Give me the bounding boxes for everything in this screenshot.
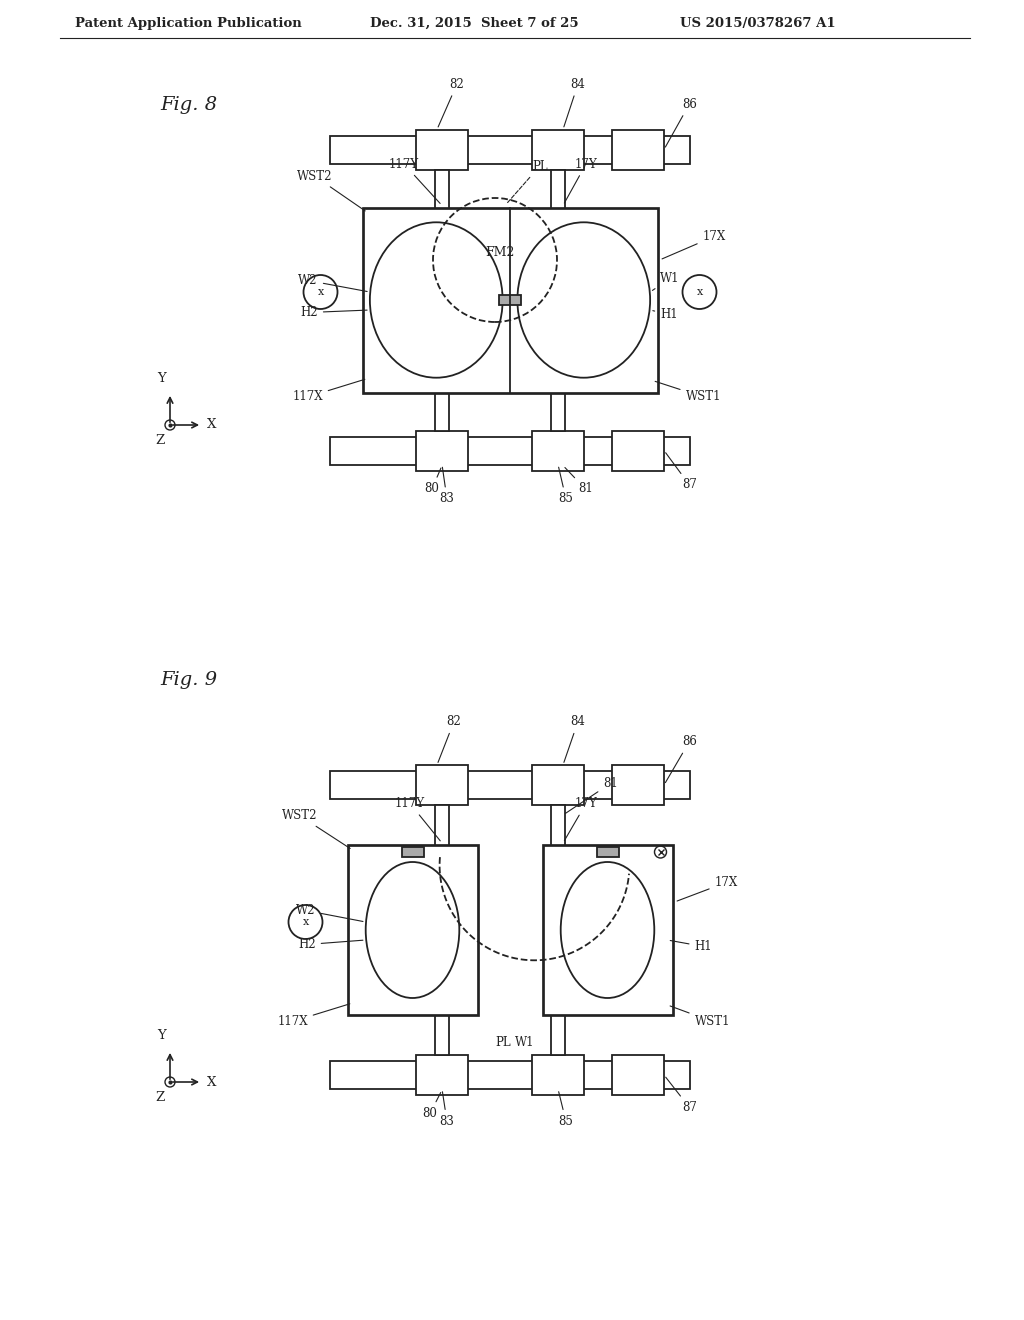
Text: 17Y: 17Y <box>564 797 597 841</box>
Text: WST2: WST2 <box>297 169 366 211</box>
Ellipse shape <box>370 222 503 378</box>
Ellipse shape <box>517 222 650 378</box>
Bar <box>330 437 690 465</box>
Text: US 2015/0378267 A1: US 2015/0378267 A1 <box>680 16 836 29</box>
Bar <box>612 1055 664 1096</box>
Bar <box>416 129 468 169</box>
Text: W2: W2 <box>298 275 368 292</box>
Bar <box>612 430 664 470</box>
Bar <box>330 771 690 799</box>
Text: Fig. 9: Fig. 9 <box>160 671 217 689</box>
Text: 82: 82 <box>438 715 462 763</box>
Bar <box>416 766 468 805</box>
Text: H2: H2 <box>298 939 362 950</box>
Bar <box>416 430 468 470</box>
Bar <box>532 1055 584 1096</box>
Text: PL: PL <box>507 160 548 203</box>
Bar <box>532 766 584 805</box>
Bar <box>551 169 565 430</box>
Text: 117X: 117X <box>292 379 365 404</box>
Text: Fig. 8: Fig. 8 <box>160 96 217 114</box>
Text: Y: Y <box>158 372 166 385</box>
Text: 80: 80 <box>425 469 441 495</box>
Text: X: X <box>207 418 216 432</box>
Text: Y: Y <box>158 1030 166 1041</box>
Bar <box>612 129 664 169</box>
Text: Z: Z <box>156 434 165 447</box>
Text: 85: 85 <box>558 1092 573 1129</box>
Bar <box>362 207 657 392</box>
Bar <box>597 847 618 857</box>
Text: W1: W1 <box>652 272 680 290</box>
Text: 87: 87 <box>666 1077 697 1114</box>
Text: H1: H1 <box>671 940 712 953</box>
Text: WST2: WST2 <box>282 809 350 849</box>
Text: 81: 81 <box>565 467 593 495</box>
Text: 17X: 17X <box>677 876 737 902</box>
Text: 17X: 17X <box>663 230 726 259</box>
Text: W1: W1 <box>515 1036 535 1049</box>
Text: 81: 81 <box>565 777 617 813</box>
Text: 86: 86 <box>666 98 697 147</box>
Bar <box>435 805 449 1055</box>
Text: 80: 80 <box>423 1093 440 1119</box>
Text: Z: Z <box>156 1092 165 1104</box>
Text: 117X: 117X <box>278 1003 350 1028</box>
Bar <box>330 136 690 164</box>
Text: 84: 84 <box>564 78 586 127</box>
Bar <box>347 845 477 1015</box>
Text: H1: H1 <box>653 308 678 321</box>
Bar <box>416 1055 468 1096</box>
Bar <box>532 129 584 169</box>
Bar <box>532 430 584 470</box>
Text: X: X <box>207 1076 216 1089</box>
Text: H2: H2 <box>300 306 367 319</box>
Text: 82: 82 <box>438 78 464 127</box>
Text: Patent Application Publication: Patent Application Publication <box>75 16 302 29</box>
Text: x: x <box>696 286 702 297</box>
Text: 117Y: 117Y <box>389 157 440 203</box>
Text: Dec. 31, 2015  Sheet 7 of 25: Dec. 31, 2015 Sheet 7 of 25 <box>370 16 579 29</box>
Text: x: x <box>317 286 324 297</box>
Bar <box>401 847 424 857</box>
Bar <box>612 766 664 805</box>
Ellipse shape <box>366 862 460 998</box>
Text: FM2: FM2 <box>485 246 515 259</box>
Bar <box>330 1061 690 1089</box>
Ellipse shape <box>561 862 654 998</box>
Text: 83: 83 <box>439 467 455 506</box>
Text: WST1: WST1 <box>655 381 721 404</box>
Bar <box>499 294 521 305</box>
Bar <box>551 805 565 1055</box>
Bar <box>543 845 673 1015</box>
Text: 83: 83 <box>439 1092 455 1129</box>
Text: x: x <box>302 917 308 927</box>
Text: 84: 84 <box>564 715 586 763</box>
Text: W2: W2 <box>296 904 362 921</box>
Bar <box>435 169 449 430</box>
Text: 17Y: 17Y <box>564 157 597 203</box>
Text: 85: 85 <box>558 467 573 506</box>
Text: 86: 86 <box>666 735 697 783</box>
Text: PL: PL <box>495 1036 511 1049</box>
Text: 87: 87 <box>666 453 697 491</box>
Text: WST1: WST1 <box>670 1006 730 1028</box>
Text: 117Y: 117Y <box>395 797 440 841</box>
